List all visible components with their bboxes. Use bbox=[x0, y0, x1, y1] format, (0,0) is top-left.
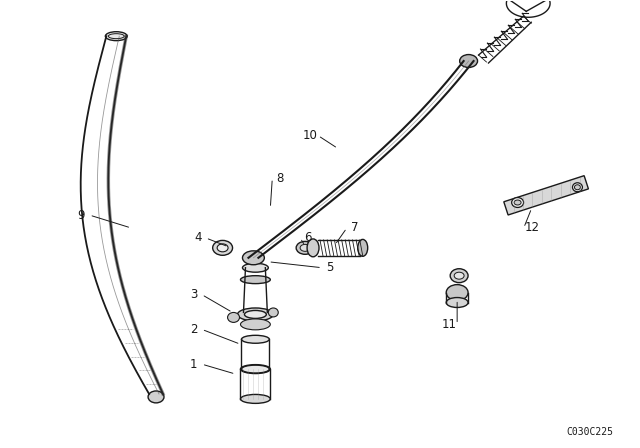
Ellipse shape bbox=[511, 198, 524, 207]
Text: 6: 6 bbox=[305, 232, 312, 245]
Text: 2: 2 bbox=[190, 323, 198, 336]
Polygon shape bbox=[504, 176, 588, 215]
Ellipse shape bbox=[575, 185, 580, 190]
Ellipse shape bbox=[446, 284, 468, 301]
Ellipse shape bbox=[450, 269, 468, 283]
Ellipse shape bbox=[241, 394, 270, 403]
Ellipse shape bbox=[106, 32, 127, 41]
Ellipse shape bbox=[446, 297, 468, 307]
Ellipse shape bbox=[237, 308, 273, 321]
Text: 7: 7 bbox=[351, 221, 358, 234]
Ellipse shape bbox=[241, 365, 270, 374]
Ellipse shape bbox=[244, 310, 266, 319]
Ellipse shape bbox=[241, 335, 269, 343]
Text: C030C225: C030C225 bbox=[567, 426, 614, 437]
Ellipse shape bbox=[217, 244, 228, 252]
Ellipse shape bbox=[241, 276, 270, 284]
Text: 4: 4 bbox=[194, 232, 202, 245]
Text: 8: 8 bbox=[276, 172, 284, 185]
Ellipse shape bbox=[358, 239, 368, 256]
Ellipse shape bbox=[307, 239, 319, 257]
Ellipse shape bbox=[268, 308, 278, 317]
Text: 3: 3 bbox=[190, 288, 198, 301]
Ellipse shape bbox=[300, 244, 310, 251]
Ellipse shape bbox=[148, 391, 164, 403]
Ellipse shape bbox=[572, 183, 582, 192]
Ellipse shape bbox=[460, 55, 477, 68]
Ellipse shape bbox=[296, 241, 314, 254]
Text: 12: 12 bbox=[524, 221, 539, 234]
Text: 5: 5 bbox=[326, 261, 333, 274]
Ellipse shape bbox=[243, 263, 268, 272]
Text: 9: 9 bbox=[77, 209, 85, 222]
Ellipse shape bbox=[454, 272, 464, 279]
Ellipse shape bbox=[228, 312, 239, 323]
Text: 1: 1 bbox=[190, 358, 198, 370]
Text: 10: 10 bbox=[303, 129, 317, 142]
Ellipse shape bbox=[212, 241, 232, 255]
Ellipse shape bbox=[243, 251, 264, 265]
Ellipse shape bbox=[514, 200, 521, 205]
Ellipse shape bbox=[241, 319, 270, 330]
Text: 11: 11 bbox=[442, 318, 457, 331]
